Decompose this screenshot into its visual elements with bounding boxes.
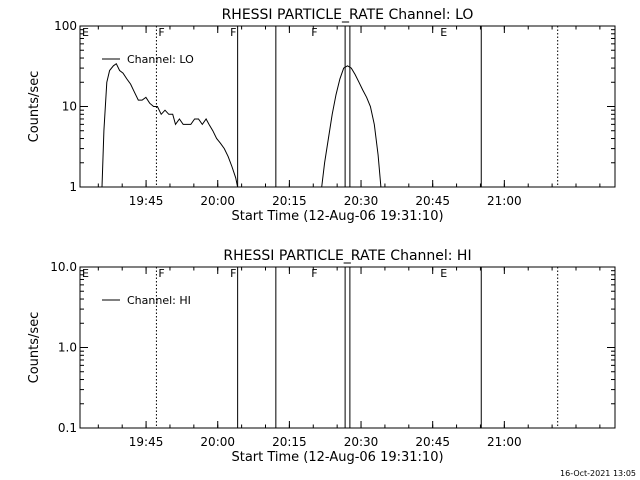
x-tick-label: 20:00 <box>200 435 235 449</box>
x-axis-label: Start Time (12-Aug-06 19:31:10) <box>231 209 443 224</box>
y-tick-label: 10 <box>62 100 77 114</box>
legend-entry: Channel: HI <box>127 294 191 307</box>
event-flag-label: F <box>158 26 164 39</box>
event-flag-label: E <box>440 267 447 280</box>
x-tick-label: 20:15 <box>272 194 307 208</box>
event-flag-label: F <box>158 267 164 280</box>
x-tick-label: 19:45 <box>129 435 164 449</box>
series-line <box>101 62 239 188</box>
x-tick-label: 21:00 <box>487 194 522 208</box>
y-tick-label: 1 <box>69 180 77 194</box>
x-tick-label: 20:45 <box>415 194 450 208</box>
x-tick-label: 20:00 <box>200 194 235 208</box>
event-flag-label: F <box>230 26 236 39</box>
x-tick-label: 20:30 <box>344 435 379 449</box>
y-axis-label: Counts/sec <box>27 71 42 143</box>
y-tick-label: 1.0 <box>58 341 77 355</box>
hi-channel-panel: RHESSI PARTICLE_RATE Channel: HI Start Ti… <box>27 248 616 465</box>
y-axis-label: Counts/sec <box>27 312 42 384</box>
event-flag-label: E <box>82 267 89 280</box>
chart-title: RHESSI PARTICLE_RATE Channel: HI <box>223 248 471 264</box>
event-flag-label: E <box>82 26 89 39</box>
x-tick-label: 21:00 <box>487 435 522 449</box>
series-line <box>321 65 382 188</box>
chart-title: RHESSI PARTICLE_RATE Channel: LO <box>222 7 474 23</box>
legend-entry: Channel: LO <box>127 53 194 66</box>
x-axis-label: Start Time (12-Aug-06 19:31:10) <box>231 450 443 465</box>
x-tick-label: 20:45 <box>415 435 450 449</box>
event-flag-label: F <box>230 267 236 280</box>
y-tick-label: 0.1 <box>58 421 77 435</box>
lo-channel-panel: RHESSI PARTICLE_RATE Channel: LO Start Ti… <box>27 7 616 224</box>
y-tick-label: 10.0 <box>50 260 77 274</box>
event-flag-label: F <box>311 26 317 39</box>
event-flag-label: E <box>440 26 447 39</box>
y-tick-label: 100 <box>54 19 77 33</box>
event-flag-label: F <box>311 267 317 280</box>
x-tick-label: 19:45 <box>129 194 164 208</box>
x-tick-label: 20:30 <box>344 194 379 208</box>
timestamp-label: 16-Oct-2021 13:05 <box>560 469 636 478</box>
x-tick-label: 20:15 <box>272 435 307 449</box>
